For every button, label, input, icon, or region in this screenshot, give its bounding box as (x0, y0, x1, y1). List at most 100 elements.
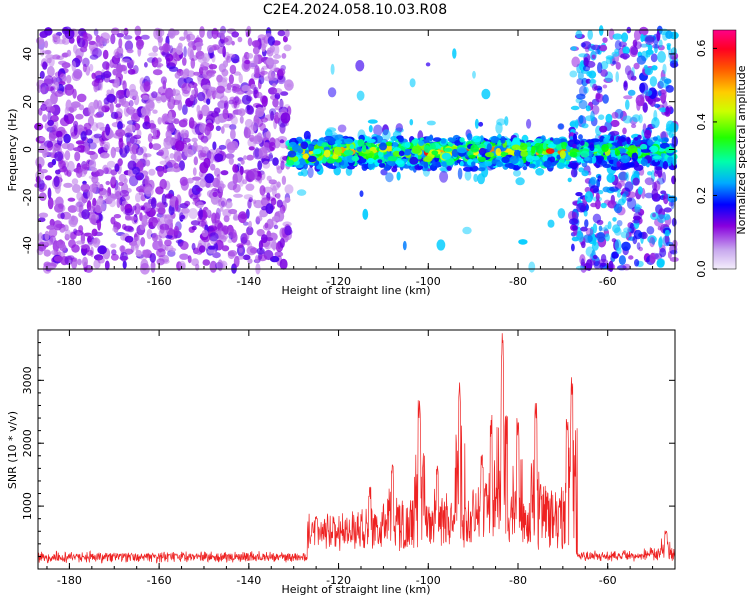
spectrogram-cell (254, 134, 259, 142)
spectrogram-cell (212, 141, 217, 150)
spectrogram-cell (146, 228, 153, 240)
spectrogram-cell (586, 71, 593, 77)
spectrogram-cell (110, 175, 116, 185)
spectrogram-cell (229, 64, 237, 75)
spectrogram-cell (124, 208, 135, 216)
spectrogram-cell (636, 55, 647, 65)
spectrogram-cell (575, 192, 583, 197)
spectrogram-cell (583, 210, 588, 217)
spectrogram-cell (47, 119, 54, 126)
spectrogram-cell (201, 146, 209, 154)
spectrogram-cell (73, 228, 78, 235)
spectrogram-cell (147, 133, 153, 143)
spectrogram-cell (655, 166, 663, 171)
spectrogram-cell (129, 136, 138, 145)
spectrogram-cell (614, 203, 623, 214)
spectrogram-cell (182, 104, 188, 115)
spectrogram-cell (274, 251, 284, 258)
spectrogram-cell (300, 141, 309, 150)
spectrogram-cell (136, 38, 144, 50)
spectrogram-cell (244, 59, 251, 65)
spectrogram-cell (627, 70, 635, 81)
spectrogram-cell (76, 258, 82, 266)
spectrogram-cell (618, 171, 628, 182)
spectrogram-cell (635, 94, 645, 107)
spectrogram-cell (169, 58, 178, 67)
spectrogram-cell (649, 252, 656, 264)
spectrogram-cell (509, 155, 519, 165)
spectrogram-cell (254, 40, 260, 47)
spectrogram-cell (175, 194, 182, 206)
spectrogram-cell (652, 136, 659, 141)
spectrogram-cell (580, 226, 588, 232)
spectrogram-cell (152, 45, 159, 53)
spectrogram-cell (110, 146, 117, 159)
spectrogram-cell (663, 78, 672, 84)
y-tick-label: 1000 (21, 492, 34, 520)
spectrogram-cell (633, 211, 643, 221)
spectrogram-cell (614, 149, 621, 156)
spectrogram-cell (616, 220, 623, 227)
snr-y-axis-label: SNR (10 * v/v) (6, 411, 19, 489)
spectrogram-cell (312, 148, 322, 155)
spectrogram-cell (152, 69, 163, 76)
spectrogram-cell (634, 259, 640, 267)
spectrogram-cell (284, 225, 292, 236)
spectrogram-cell (38, 232, 44, 243)
spectrogram-cell (115, 128, 126, 137)
spectrogram-cell (575, 265, 586, 271)
spectrogram-cell (343, 149, 354, 156)
spectrogram-cell (118, 38, 123, 49)
spectrogram-cell (156, 57, 162, 63)
spectrogram-cell (570, 105, 580, 111)
spectrogram-cell (584, 115, 595, 122)
spectrogram-cell (92, 197, 97, 207)
spectrogram-cell (232, 87, 242, 92)
spectrogram-cell (58, 160, 66, 169)
spectrogram-cell (91, 182, 97, 194)
spectrogram-cell (282, 35, 288, 43)
spectrogram-cell (600, 69, 608, 77)
spectrogram-cell (647, 139, 653, 146)
spectrogram-cell (649, 76, 658, 87)
spectrogram-cell (500, 151, 509, 157)
spectrogram-cell (605, 55, 614, 60)
spectrogram-cell (633, 29, 641, 41)
spectrogram-cell (366, 152, 374, 157)
spectrogram-cell (361, 163, 368, 171)
spectrogram-cell (87, 138, 94, 144)
spectrogram-cell (212, 191, 218, 198)
spectrogram-cell (670, 249, 678, 255)
spectrogram-cell (177, 155, 181, 163)
spectrogram-cell (88, 102, 96, 114)
spectrogram-cell (126, 48, 134, 54)
spectrogram-cell (198, 245, 206, 253)
spectrogram-cell (146, 123, 156, 129)
spectrogram-cell (91, 228, 98, 237)
spectrogram-cell (256, 229, 265, 237)
spectrogram-cell (281, 175, 287, 185)
spectrogram-cell (201, 104, 210, 117)
spectrogram-cell (114, 163, 120, 172)
spectrogram-cell (208, 63, 218, 70)
spectrogram-cell (73, 44, 78, 54)
spectrogram-cell (284, 197, 291, 203)
colorbar-gradient (712, 29, 737, 270)
spectrogram-cell (574, 119, 579, 129)
spectrogram-cell (71, 60, 77, 72)
spectrogram-cell (657, 51, 666, 63)
spectrogram-cell (267, 70, 275, 81)
spectrogram-cell (229, 124, 237, 131)
spectrogram-cell (157, 166, 164, 178)
spectrogram-cell (663, 207, 672, 213)
spectrogram-cell (164, 239, 172, 247)
spectrogram-cell (52, 124, 58, 136)
spectrogram-cell (391, 166, 398, 173)
spectrogram-cell (75, 166, 83, 178)
spectrogram-cell (61, 26, 69, 35)
spectrogram-cell (216, 261, 225, 269)
spectrogram-cell (120, 203, 125, 212)
spectrogram-cell (230, 54, 240, 64)
spectrogram-panel: -180 -160 -140 -120 -100 -80 -60 -40 -20 0 20 40 H… (6, 25, 679, 297)
spectrogram-cell (127, 68, 136, 75)
